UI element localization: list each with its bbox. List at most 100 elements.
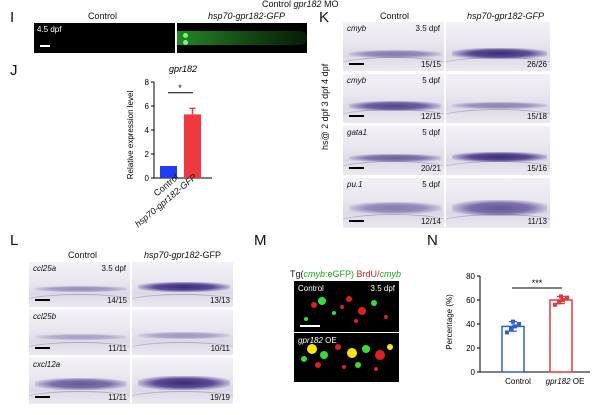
panel-label-m: M	[254, 232, 267, 249]
significance-mark: *	[178, 83, 182, 93]
panel-m-title-e: cmyb	[379, 269, 402, 279]
panel-l-image-control: ccl25b 11/11	[29, 310, 130, 355]
panel-k-image-control: cmyb 3.5 dpf 15/15	[343, 22, 444, 71]
panel-i-treatment-label: hsp70-gpr182-GFP	[208, 11, 286, 21]
header-gene: gpr182	[293, 0, 322, 9]
panel-label-i: I	[10, 9, 15, 26]
panel-l-count-control: 11/11	[108, 344, 127, 353]
panel-k-stage: 5 dpf	[422, 180, 440, 189]
panel-label-l: L	[10, 232, 19, 249]
cell-dot	[307, 344, 317, 354]
panel-l-image-treatment: 19/19	[132, 358, 233, 404]
scale-bar	[349, 220, 364, 222]
panel-l-gene: ccl25b	[33, 312, 57, 321]
bar	[160, 166, 177, 178]
panel-label-j: J	[10, 62, 18, 79]
cell-dot	[346, 296, 352, 302]
chart-bars	[160, 107, 201, 178]
chart-bars	[501, 294, 573, 373]
panel-m-title-d: BrdU/	[354, 269, 380, 279]
panel-n-xlabel-oe-gene: gpr182	[546, 377, 571, 386]
panel-k-count-treatment: 26/26	[526, 60, 547, 69]
cell-dot	[387, 344, 393, 350]
chart-y-axis: 0 2 4 6 8	[145, 78, 212, 183]
panel-l-image-treatment: 10/11	[132, 310, 233, 355]
panel-n-chart: Percentage (%) 0 20 40 60 80 *** Control gpr…	[445, 272, 590, 386]
panel-n-xlabel-oe-suffix: OE	[571, 377, 585, 386]
panel-k-count-control: 12/14	[420, 217, 441, 226]
y-tick-label: 80	[466, 272, 475, 281]
cell-dot	[332, 311, 336, 315]
panel-m-title-c: :eGFP)	[325, 269, 355, 279]
chart-ylabel: Relative expression level	[126, 91, 135, 180]
significance-mark: ***	[532, 278, 543, 288]
panel-i-scale-bar	[40, 45, 50, 47]
data-point	[565, 295, 569, 300]
panel-k-count-treatment: 15/18	[526, 112, 547, 121]
panel-i-gfp-spot	[183, 33, 188, 38]
panel-l-count-treatment: 13/13	[209, 296, 230, 305]
panel-k-count-treatment: 15/16	[526, 164, 547, 173]
cell-dot	[301, 356, 307, 362]
cell-dot	[340, 305, 344, 309]
panel-l-stage: 3.5 dpf	[101, 264, 126, 273]
data-point	[505, 330, 509, 335]
panel-m-title-a: Tg(	[290, 269, 304, 279]
scale-bar	[300, 325, 320, 327]
panel-l-count-control: 14/15	[106, 296, 127, 305]
panel-label-n: N	[427, 232, 438, 249]
cell-dot	[342, 365, 346, 369]
header-prefix: Control	[262, 0, 294, 9]
chart-ylabel: Percentage (%)	[445, 294, 454, 350]
panel-k-side-label: hs@ 2 dpf 3 dpf 4 dpf	[320, 63, 330, 150]
data-point	[513, 324, 517, 329]
panel-k-gene: cmyb	[347, 76, 367, 85]
scale-bar	[35, 347, 50, 349]
panel-m-oe-suffix: OE	[323, 336, 337, 345]
panel-label-k: K	[319, 9, 330, 26]
panel-k-gene: cmyb	[347, 24, 367, 33]
data-point	[561, 298, 565, 302]
panel-i-control-image: 4.5 dpf	[34, 23, 175, 53]
panel-j-chart: gpr182 Relative expression level 0 2 4 6 8 *	[126, 64, 212, 183]
panel-k-image-treatment: 26/26	[446, 22, 550, 71]
panel-l-gene: cxcl12a	[33, 360, 61, 369]
panel-m-image: Control 3.5 dpf gpr182 OE	[294, 281, 399, 382]
header-suffix: MO	[321, 0, 339, 9]
data-point	[511, 319, 515, 324]
panel-k-image-control: cmyb 5 dpf 12/15	[343, 74, 444, 123]
panel-k-count-treatment: 11/13	[527, 217, 547, 226]
panel-k-image-control: pu.1 5 dpf 12/14	[343, 178, 444, 228]
panel-m-oe-gene: gpr182	[298, 336, 323, 345]
cell-dot	[311, 302, 317, 308]
panel-l-count-treatment: 19/19	[209, 393, 230, 402]
cell-dot	[335, 344, 341, 350]
data-point	[559, 294, 563, 299]
panel-m-title-b: cmyb	[303, 269, 326, 279]
figure-header: Control gpr182 MO	[262, 0, 339, 9]
scale-bar	[349, 115, 364, 117]
cell-dot	[304, 317, 308, 321]
panel-k-image-treatment: 11/13	[446, 178, 550, 228]
y-tick-label: 8	[145, 78, 150, 87]
data-point	[553, 302, 557, 307]
panel-k-treatment-label: hsp70-gpr182-GFP	[467, 11, 545, 21]
scale-bar	[349, 167, 364, 169]
cell-dot	[355, 362, 361, 368]
panel-k-count-control: 15/15	[420, 60, 441, 69]
chart-title: gpr182	[169, 64, 197, 74]
data-point	[557, 300, 561, 305]
panel-l-image-control: ccl25a 3.5 dpf 14/15	[29, 262, 130, 307]
panel-l-control-label: Control	[68, 250, 98, 260]
y-tick-label: 2	[145, 150, 150, 159]
chart-significance: *	[168, 83, 193, 94]
bar	[184, 114, 201, 178]
panel-k-control-label: Control	[380, 11, 410, 21]
scale-bar	[35, 299, 50, 301]
panel-i-gfp-image	[177, 23, 307, 53]
panel-k-gene: gata1	[347, 128, 368, 137]
panel-i-stage: 4.5 dpf	[37, 25, 62, 34]
panel-l-treatment-suffix: -GFP	[199, 250, 222, 260]
panel-l-treatment-gene: hsp70-gpr182	[144, 250, 200, 260]
